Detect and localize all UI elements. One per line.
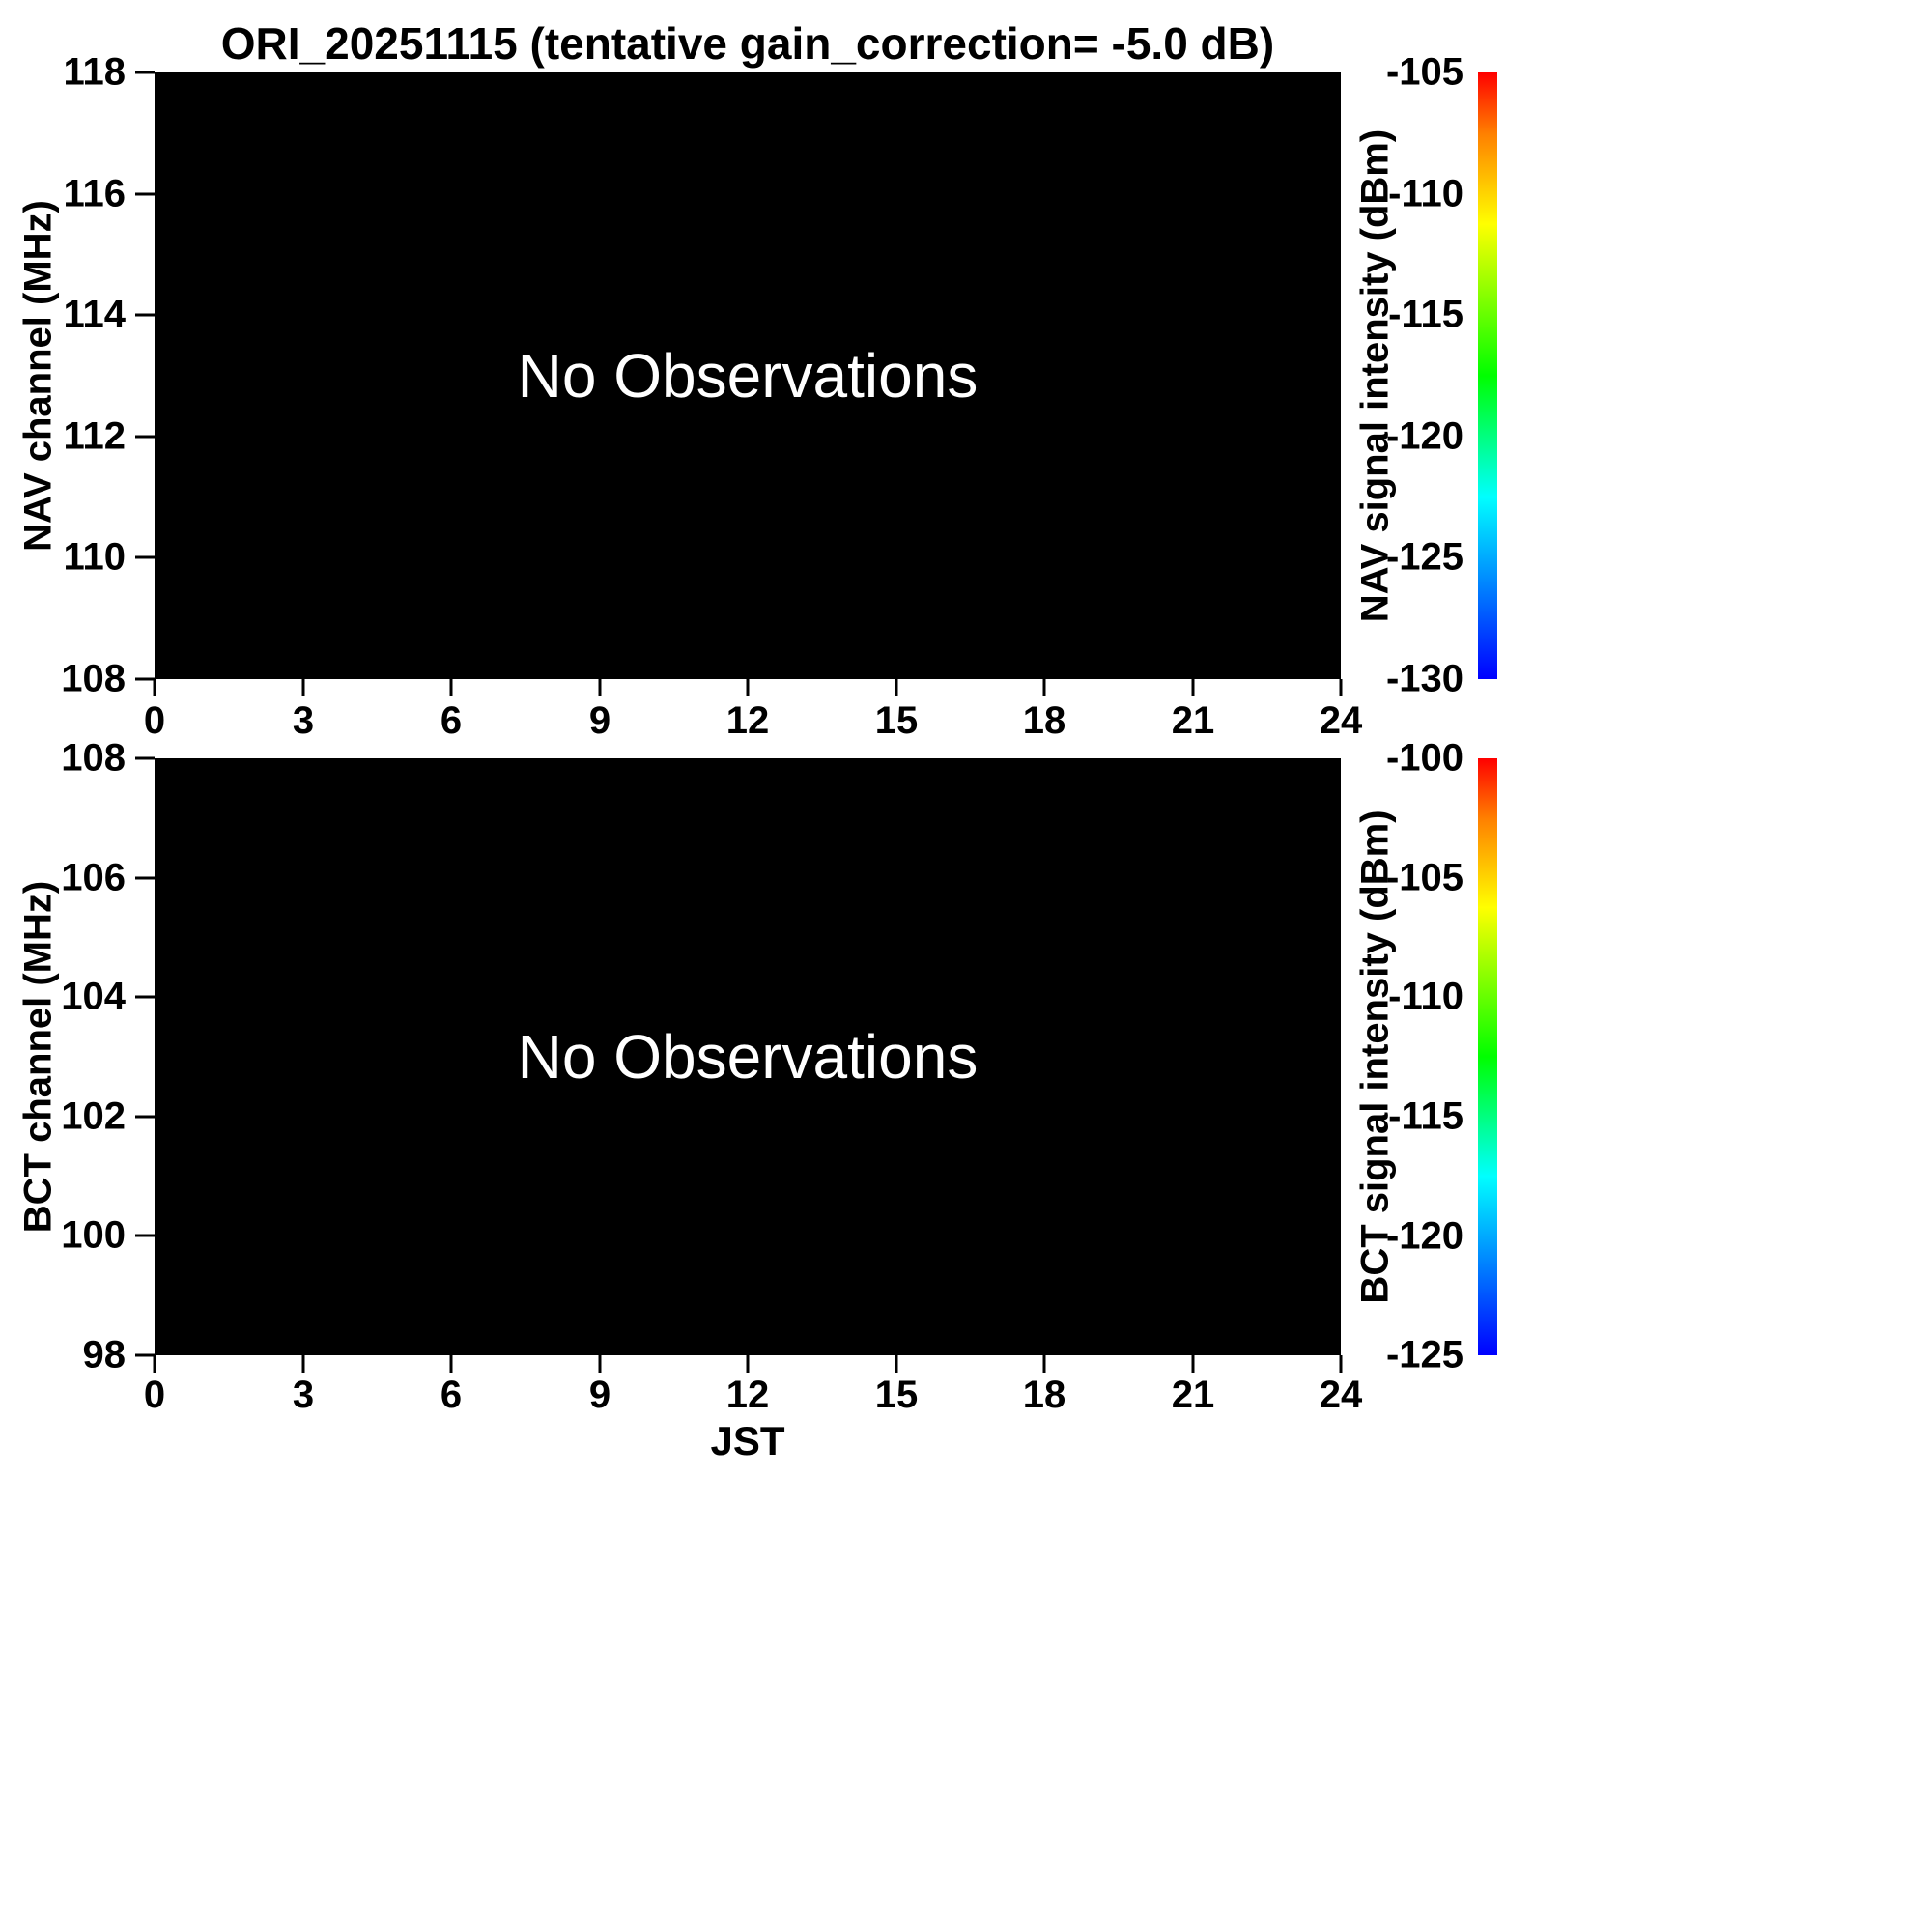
colorbar-tick-label: -105 (1385, 856, 1463, 899)
x-tick-label: 21 (1171, 699, 1215, 742)
colorbar-tick-label: -125 (1385, 535, 1463, 579)
nav-colorbar-gradient (1478, 72, 1497, 679)
y-tick-mark (135, 756, 155, 760)
x-tick-label: 0 (143, 1374, 166, 1416)
x-axis-label: JST (710, 1418, 785, 1463)
x-tick-label: 24 (1319, 1374, 1363, 1416)
x-tick-label: 6 (440, 699, 463, 742)
x-tick-label: 9 (588, 1374, 611, 1416)
x-tick-mark (301, 1355, 305, 1373)
y-tick-mark (135, 876, 155, 880)
x-tick-label: 9 (588, 699, 611, 742)
x-tick-label: 0 (143, 699, 166, 742)
colorbar-tick-label: -110 (1388, 975, 1463, 1018)
y-tick-label: 98 (82, 1333, 127, 1377)
nav-y-axis-label: NAV channel (MHz) (16, 200, 60, 552)
y-tick-label: 116 (63, 172, 126, 215)
colorbar-tick-label: -120 (1385, 1214, 1463, 1258)
y-tick-label: 110 (63, 535, 126, 579)
x-tick-mark (449, 1355, 453, 1373)
x-tick-mark (1042, 1355, 1046, 1373)
y-tick-mark (135, 313, 155, 317)
y-tick-mark (135, 192, 155, 196)
x-tick-mark (746, 679, 750, 696)
x-tick-label: 21 (1171, 1374, 1215, 1416)
x-tick-mark (1191, 1355, 1195, 1373)
x-tick-mark (1339, 1355, 1343, 1373)
bct-colorbar-gradient (1478, 758, 1497, 1355)
no-observations-text: No Observations (517, 341, 979, 411)
x-tick-mark (449, 679, 453, 696)
y-tick-mark (135, 995, 155, 999)
bct-y-axis-label: BCT channel (MHz) (16, 880, 60, 1234)
x-tick-mark (153, 679, 156, 696)
bct-plot-area: No Observations (155, 758, 1341, 1355)
x-tick-mark (1042, 679, 1046, 696)
y-tick-label: 112 (63, 414, 126, 458)
x-tick-mark (1339, 679, 1343, 696)
colorbar-tick-label: -100 (1385, 736, 1463, 780)
x-tick-label: 15 (874, 699, 919, 742)
x-tick-label: 12 (725, 1374, 770, 1416)
no-observations-text: No Observations (517, 1022, 979, 1092)
x-tick-mark (895, 679, 898, 696)
x-tick-label: 3 (292, 1374, 315, 1416)
x-tick-label: 24 (1319, 699, 1363, 742)
y-tick-mark (135, 677, 155, 681)
y-tick-label: 100 (61, 1213, 126, 1257)
x-tick-mark (153, 1355, 156, 1373)
y-tick-label: 102 (61, 1094, 126, 1138)
colorbar-tick-label: -115 (1388, 293, 1463, 336)
y-tick-mark (135, 435, 155, 439)
x-tick-mark (895, 1355, 898, 1373)
chart-title: ORI_20251115 (tentative gain_correction=… (220, 18, 1275, 69)
colorbar-tick-label: -110 (1388, 172, 1463, 215)
x-tick-mark (746, 1355, 750, 1373)
y-tick-label: 108 (61, 736, 126, 780)
colorbar-tick-label: -105 (1385, 50, 1463, 94)
x-tick-label: 12 (725, 699, 770, 742)
x-tick-label: 15 (874, 1374, 919, 1416)
y-tick-mark (135, 1234, 155, 1237)
nav-plot-area: No Observations (155, 72, 1341, 679)
x-tick-label: 3 (292, 699, 315, 742)
x-tick-label: 18 (1022, 1374, 1066, 1416)
y-tick-label: 106 (61, 856, 126, 899)
x-tick-mark (598, 679, 602, 696)
colorbar-tick-label: -115 (1388, 1094, 1463, 1138)
colorbar-tick-label: -130 (1385, 657, 1463, 700)
y-tick-label: 104 (61, 975, 126, 1018)
y-tick-label: 108 (61, 657, 126, 700)
x-tick-label: 18 (1022, 699, 1066, 742)
x-tick-label: 6 (440, 1374, 463, 1416)
colorbar-tick-label: -120 (1385, 414, 1463, 458)
x-tick-mark (1191, 679, 1195, 696)
y-tick-mark (135, 71, 155, 74)
y-tick-mark (135, 555, 155, 559)
y-tick-label: 114 (63, 293, 126, 336)
y-tick-label: 118 (63, 50, 126, 94)
x-tick-mark (301, 679, 305, 696)
y-tick-mark (135, 1115, 155, 1119)
y-tick-mark (135, 1353, 155, 1357)
colorbar-tick-label: -125 (1385, 1333, 1463, 1377)
x-tick-mark (598, 1355, 602, 1373)
